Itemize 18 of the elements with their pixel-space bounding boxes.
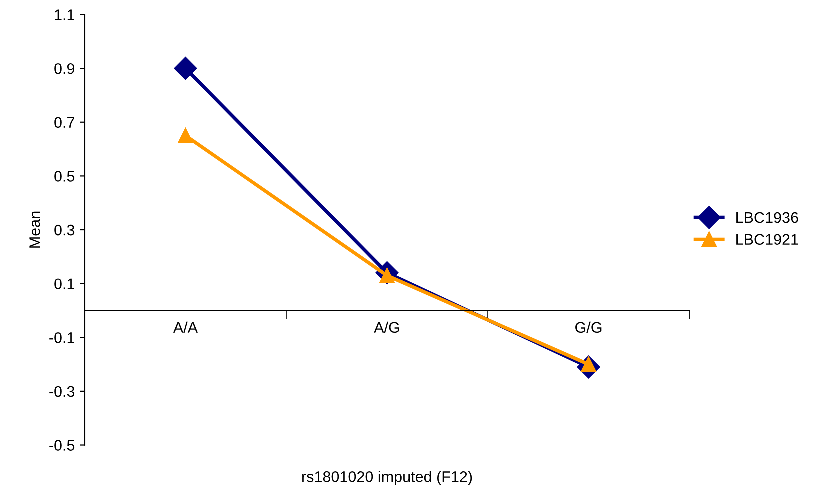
y-tick-label: -0.5 bbox=[50, 440, 75, 451]
y-tick-label: 0.1 bbox=[54, 278, 74, 290]
point bbox=[174, 57, 198, 80]
y-tick-label: 0.9 bbox=[54, 63, 75, 74]
y-tick-label: -0.1 bbox=[50, 332, 75, 344]
y-axis-title: Mean bbox=[30, 212, 40, 248]
legend-label: LBC1921 bbox=[736, 234, 798, 246]
x-tick-label: A/G bbox=[374, 322, 400, 334]
y-tick-label: -0.3 bbox=[50, 386, 75, 398]
x-axis-title: rs1801020 imputed (F12) bbox=[302, 471, 472, 486]
legend-label: LBC1936 bbox=[736, 212, 798, 224]
y-tick-label: 0.5 bbox=[54, 171, 75, 182]
x-tick-label: A/A bbox=[173, 322, 198, 334]
y-tick-label: 1.1 bbox=[55, 10, 74, 20]
point bbox=[178, 128, 194, 144]
y-tick-label: 0.7 bbox=[54, 117, 74, 128]
x-tick-label: G/G bbox=[576, 322, 602, 334]
y-tick-label: 0.3 bbox=[54, 224, 75, 236]
